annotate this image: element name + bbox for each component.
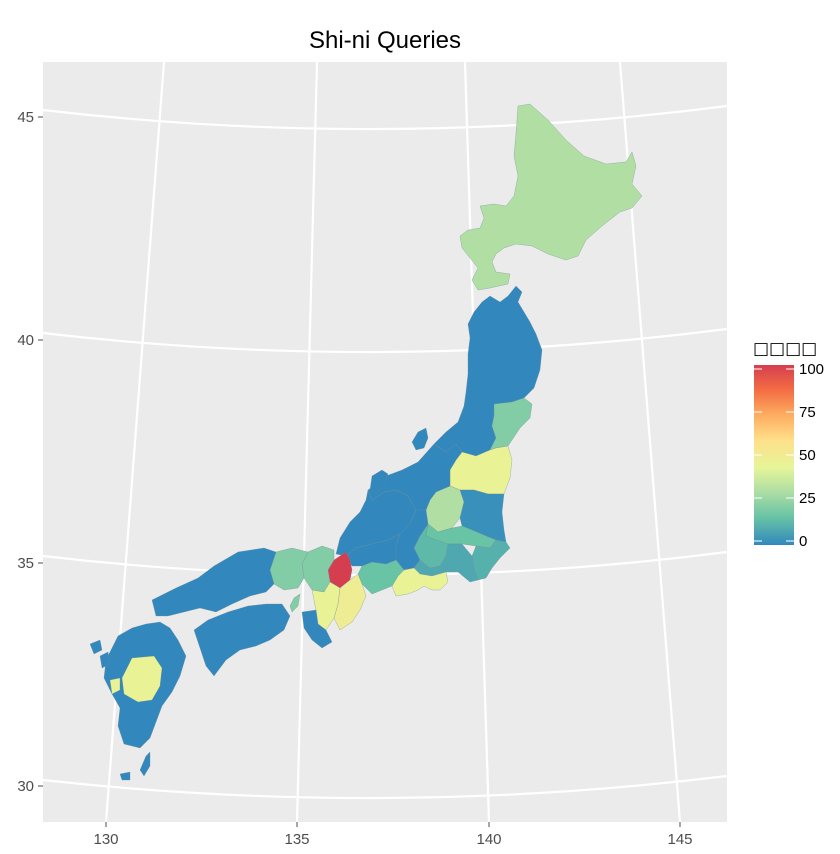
y-axis-label: lat <box>0 432 4 450</box>
legend-tick-label: 75 <box>799 404 816 421</box>
region-noto <box>369 469 389 495</box>
region-kumamoto <box>121 655 163 703</box>
region-goto <box>89 639 103 655</box>
legend-tick-label: 100 <box>799 361 824 378</box>
region-sado <box>411 427 429 451</box>
axis-ticks <box>38 116 681 827</box>
region-wakayama <box>301 609 333 649</box>
y-tick-label: 45 <box>17 109 34 126</box>
x-tick-label: 130 <box>93 831 118 848</box>
region-shikoku <box>193 603 291 677</box>
region-shizuoka <box>391 567 449 597</box>
graticule-lat-30 <box>42 774 728 800</box>
region-hokkaido <box>459 103 643 291</box>
legend-ticks: 100 75 50 25 0 <box>754 361 824 550</box>
y-tick-label: 40 <box>17 332 34 349</box>
region-chugoku <box>151 547 277 617</box>
map-regions <box>89 103 643 781</box>
legend-tick-label: 0 <box>799 533 807 550</box>
region-gifu <box>345 533 401 567</box>
region-yakushima <box>119 771 131 781</box>
legend-tick-label: 25 <box>799 490 816 507</box>
region-goto-2 <box>99 651 111 669</box>
legend-tick-label: 50 <box>799 447 816 464</box>
graticule-lat-45 <box>42 104 728 131</box>
region-tanegashima <box>139 751 151 777</box>
region-koshikijima <box>109 677 121 695</box>
y-tick-label: 30 <box>17 778 34 795</box>
x-tick-label: 135 <box>284 831 309 848</box>
color-legend: □□□□ 100 75 50 25 0 <box>753 339 824 550</box>
x-tick-label: 145 <box>667 831 692 848</box>
legend-title: □□□□ <box>753 339 817 359</box>
graticule-lat-40 <box>42 327 728 354</box>
chart-title: Shi-ni Queries <box>309 27 461 54</box>
x-tick-label: 140 <box>476 831 501 848</box>
graticule-lon-135 <box>295 61 319 823</box>
region-awaji <box>289 593 301 613</box>
y-tick-label: 35 <box>17 555 34 572</box>
